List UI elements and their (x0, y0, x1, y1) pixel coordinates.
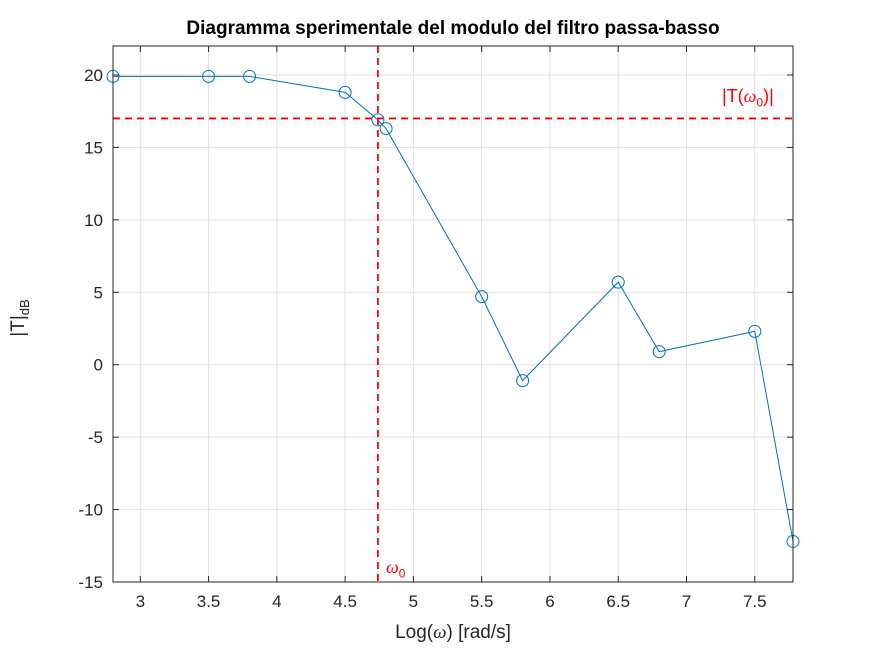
annotation-T-omega0: |T(ω0)| (722, 86, 774, 110)
y-tick-label: -5 (88, 428, 103, 447)
x-tick-label: 7.5 (743, 592, 767, 611)
grid (113, 46, 793, 583)
series-line (113, 75, 794, 542)
annotation-omega0: ω0 (386, 557, 406, 581)
y-tick-label: 10 (84, 211, 103, 230)
y-tick-label: 0 (94, 356, 103, 375)
data-point (611, 275, 625, 289)
tick-labels: 3 3.5 4 4.5 5 5.5 6 6.5 7 7.5 -15 -10 -5 0 5 10 15 20 (78, 66, 766, 611)
reference-lines (113, 46, 793, 582)
data-point (379, 122, 393, 136)
y-tick-label: 5 (94, 283, 103, 302)
data-point (243, 69, 257, 83)
data-point (516, 374, 530, 388)
series-measured (106, 69, 800, 548)
x-tick-label: 4 (272, 592, 281, 611)
x-tick-label: 3 (136, 592, 145, 611)
y-tick-label: 15 (84, 138, 103, 157)
x-tick-label: 5 (409, 592, 418, 611)
data-point (338, 85, 352, 99)
y-tick-label: -10 (78, 501, 103, 520)
y-tick-label: -15 (78, 573, 103, 592)
x-tick-label: 6.5 (606, 592, 630, 611)
data-point (652, 345, 666, 359)
x-tick-label: 4.5 (333, 592, 357, 611)
axes (112, 45, 794, 583)
plot-background (113, 46, 793, 582)
y-tick-label: 20 (84, 66, 103, 85)
x-axis-label: Log(ω) [rad/s] (395, 622, 511, 643)
data-point (202, 69, 216, 83)
data-point (475, 290, 489, 304)
y-axis-label: |T|dB (8, 299, 32, 337)
data-point (748, 324, 762, 338)
chart-title: Diagramma sperimentale del modulo del fi… (186, 18, 720, 39)
data-point (371, 113, 385, 127)
x-tick-label: 7 (682, 592, 691, 611)
x-tick-label: 3.5 (197, 592, 221, 611)
x-tick-label: 5.5 (470, 592, 494, 611)
x-tick-label: 6 (545, 592, 554, 611)
axes-box (112, 45, 794, 583)
